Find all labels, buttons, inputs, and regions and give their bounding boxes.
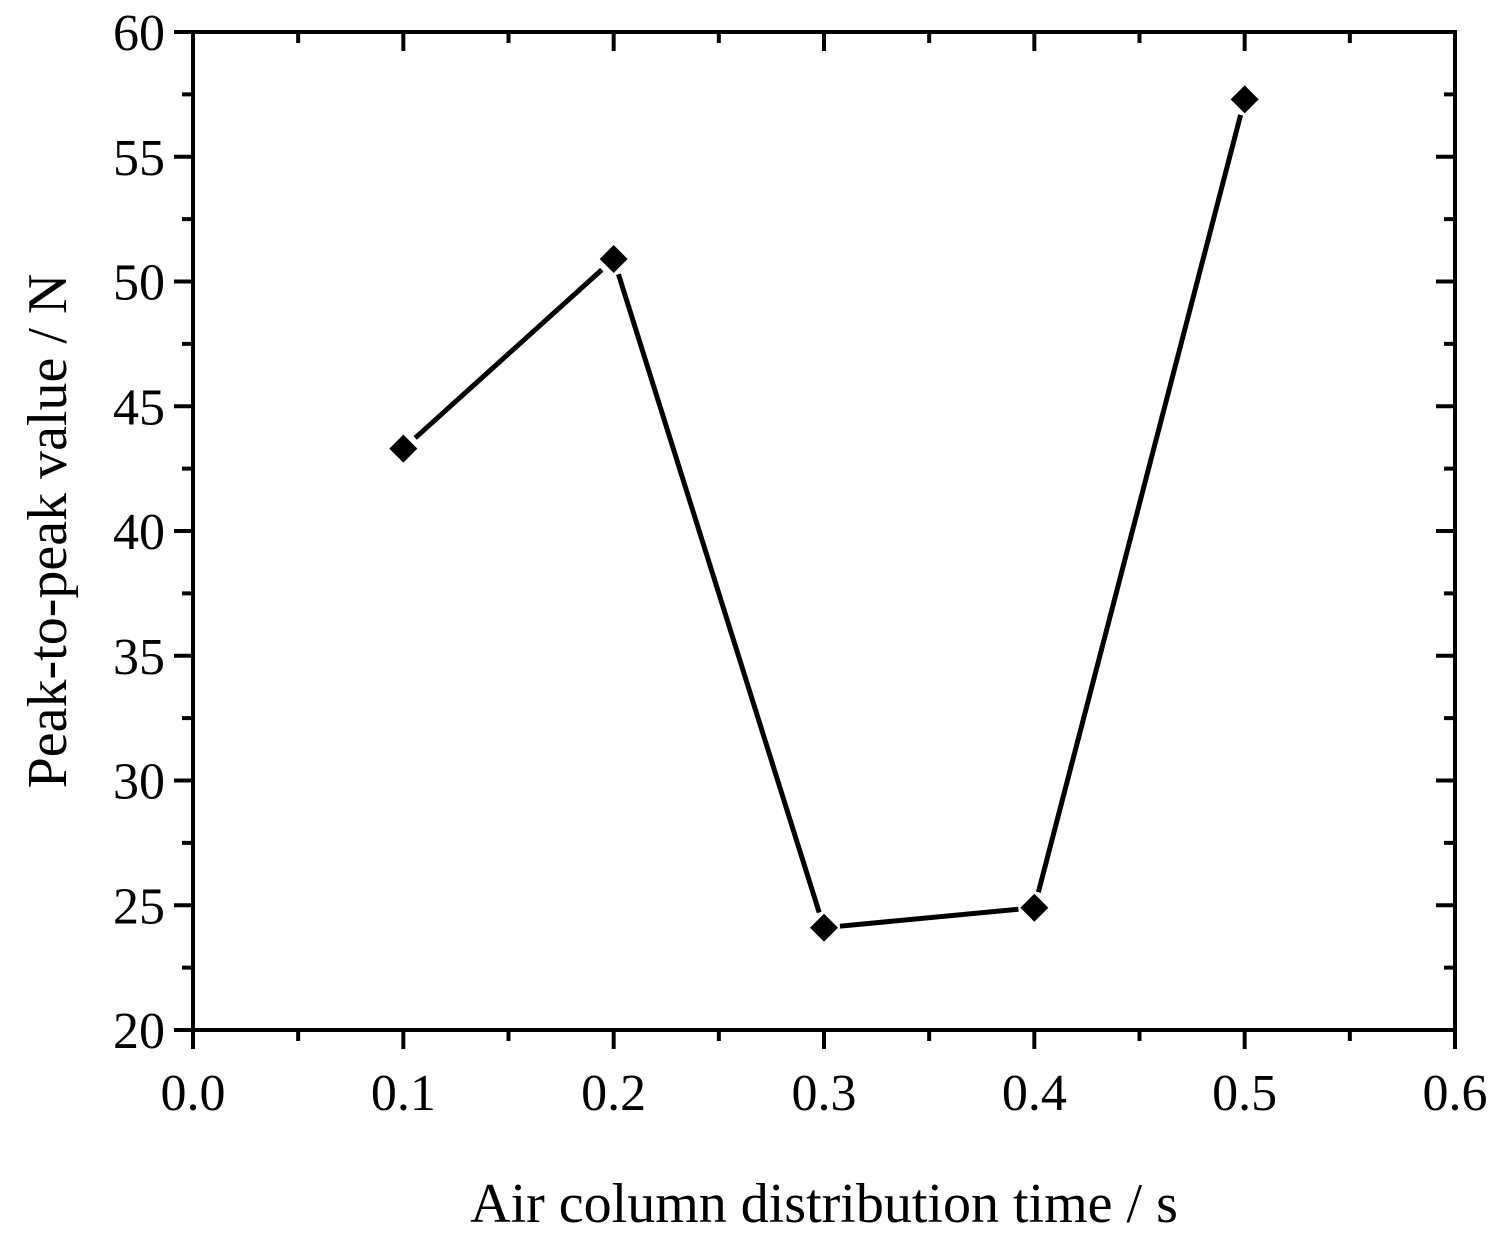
y-tick-label: 30: [113, 754, 165, 811]
axis-ticks: [174, 30, 1457, 1049]
data-series: [389, 85, 1259, 942]
tick-labels: 0.0 0.1 0.2 0.3 0.4 0.5 0.6 20 25 30 35 40 45 50 55 60: [113, 5, 1488, 1122]
y-tick-label: 45: [113, 379, 165, 436]
x-tick-label: 0.5: [1212, 1065, 1277, 1122]
y-axis-title: Peak-to-peak value / N: [17, 274, 79, 789]
x-tick-label: 0.2: [581, 1065, 646, 1122]
y-tick-label: 35: [113, 629, 165, 686]
series-line-segment: [839, 906, 1019, 929]
x-axis-title: Air column distribution time / s: [470, 1173, 1178, 1235]
x-tick-label: 0.6: [1423, 1065, 1488, 1122]
y-tick-label: 55: [113, 130, 165, 187]
series-line-segment: [413, 267, 604, 440]
data-point-marker: [810, 913, 838, 942]
x-tick-label: 0.3: [792, 1065, 857, 1122]
x-tick-label: 0.1: [371, 1065, 436, 1122]
plot-frame: [191, 30, 1457, 1032]
data-point-marker: [389, 434, 418, 463]
x-tick-label: 0.4: [1002, 1065, 1067, 1122]
y-tick-label: 60: [113, 5, 165, 62]
series-line-segment: [616, 273, 822, 914]
data-point-marker: [1020, 893, 1049, 922]
x-tick-label: 0.0: [161, 1065, 226, 1122]
y-tick-label: 50: [113, 255, 165, 312]
data-point-marker: [599, 245, 628, 274]
y-tick-label: 20: [113, 1003, 165, 1060]
y-tick-label: 40: [113, 504, 165, 561]
y-tick-label: 25: [113, 878, 165, 935]
series-line-segment: [1035, 114, 1244, 893]
data-point-marker: [1230, 85, 1259, 114]
